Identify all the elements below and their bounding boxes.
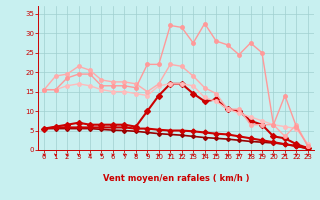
X-axis label: Vent moyen/en rafales ( km/h ): Vent moyen/en rafales ( km/h ) <box>103 174 249 183</box>
